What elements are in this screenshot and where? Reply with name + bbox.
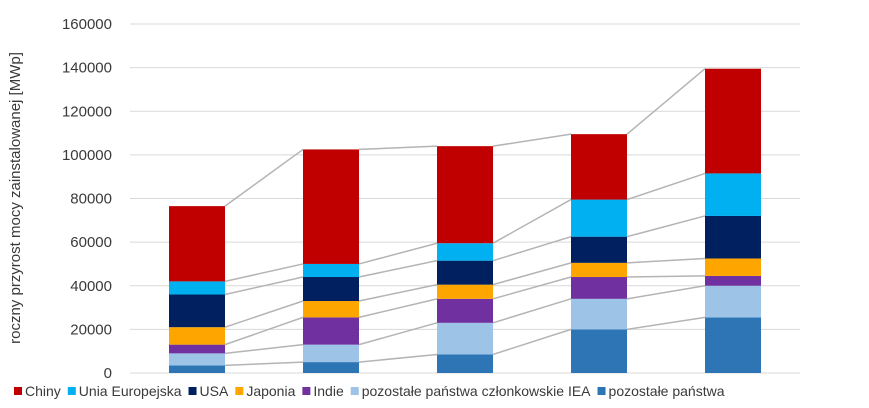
y-axis-title: roczny przyrost mocy zainstalowanej [MWp… [7, 52, 24, 344]
connector-line [224, 361, 304, 367]
bar-segment [169, 294, 225, 328]
connector-line [358, 145, 438, 151]
y-tick-label: 140000 [62, 60, 112, 77]
legend-swatch [597, 387, 606, 395]
y-tick-label: 80000 [70, 191, 112, 208]
bar-segment [437, 322, 493, 355]
connector-line [492, 235, 572, 262]
bar-segment [437, 354, 493, 373]
bar-segment [705, 68, 761, 174]
y-tick-label: 20000 [70, 321, 112, 338]
connector-line [492, 328, 572, 356]
bar-segment [705, 173, 761, 216]
y-tick-label: 60000 [70, 234, 112, 251]
bar-segment [571, 298, 627, 330]
bar-segment [303, 149, 359, 264]
bar-segment [705, 285, 761, 318]
y-tick-label: 160000 [62, 16, 112, 33]
bar-segment [437, 284, 493, 299]
bar-segment [303, 344, 359, 363]
legend-swatch [188, 387, 197, 395]
connector-line [626, 172, 706, 201]
connector-line [224, 263, 304, 283]
bar-segment [705, 317, 761, 373]
bar-segment [169, 365, 225, 373]
connector-line [358, 242, 438, 265]
legend-swatch [302, 387, 311, 395]
bar-segment [705, 258, 761, 276]
legend-swatch [350, 387, 359, 395]
bar-segment [571, 277, 627, 299]
bar-segment [571, 199, 627, 237]
connector-line [224, 343, 304, 355]
bar-segment [303, 263, 359, 278]
bar-segment [571, 134, 627, 200]
bar-segment [169, 206, 225, 282]
legend-swatch [67, 387, 76, 395]
legend-label: USA [200, 383, 229, 399]
connector-line [492, 298, 572, 324]
y-tick-label: 40000 [70, 278, 112, 295]
bar-segment [303, 301, 359, 318]
y-axis-ticks: 0 20000 40000 60000 80000 100000 120000 140000 1… [62, 16, 112, 382]
bar-segment [169, 327, 225, 345]
bar-segment [169, 353, 225, 366]
connector-line [492, 276, 572, 300]
y-tick-label: 120000 [62, 103, 112, 120]
connector-line [224, 148, 304, 207]
bar-segment [303, 362, 359, 373]
connector-line [224, 276, 304, 296]
bar-segment [169, 344, 225, 354]
connector-line [626, 68, 706, 135]
connector-line [626, 275, 706, 278]
bar-segment [705, 275, 761, 286]
legend-label: pozostałe państwa członkowskie IEA [362, 383, 591, 399]
connector-line [358, 298, 438, 319]
y-tick-label: 0 [104, 365, 112, 382]
connector-line [358, 353, 438, 363]
connector-line [224, 316, 304, 346]
legend-label: Japonia [246, 383, 295, 399]
connector-line [626, 316, 706, 331]
connector-line [358, 322, 438, 346]
connector-line [224, 300, 304, 328]
y-tick-label: 100000 [62, 147, 112, 164]
connector-line [492, 133, 572, 147]
connector-line [626, 215, 706, 238]
bar-segment [437, 298, 493, 323]
bar-segment [571, 329, 627, 373]
legend-label: pozostałe państwa [609, 383, 725, 399]
legend: Chiny Unia Europejska USA Japonia Indie pozos… [14, 383, 725, 399]
connector-line [492, 198, 572, 244]
legend-swatch [14, 387, 22, 395]
bar-segment [303, 317, 359, 345]
legend-label: Chiny [25, 383, 61, 399]
bar-segment [437, 146, 493, 244]
bars [169, 68, 761, 373]
bar-segment [705, 215, 761, 259]
bar-segment [571, 262, 627, 278]
bar-segment [437, 260, 493, 285]
connector-line [492, 262, 572, 286]
legend-label: Unia Europejska [79, 383, 182, 399]
bar-segment [169, 281, 225, 295]
bar-segment [571, 236, 627, 263]
bar-segment [303, 277, 359, 302]
legend-label: Indie [313, 383, 344, 399]
connector-line [358, 283, 438, 302]
legend-swatch [235, 387, 244, 395]
connector-line [626, 257, 706, 264]
bar-segment [437, 243, 493, 261]
connector-line [358, 259, 438, 278]
connector-line [626, 285, 706, 300]
connector-lines [224, 68, 706, 367]
